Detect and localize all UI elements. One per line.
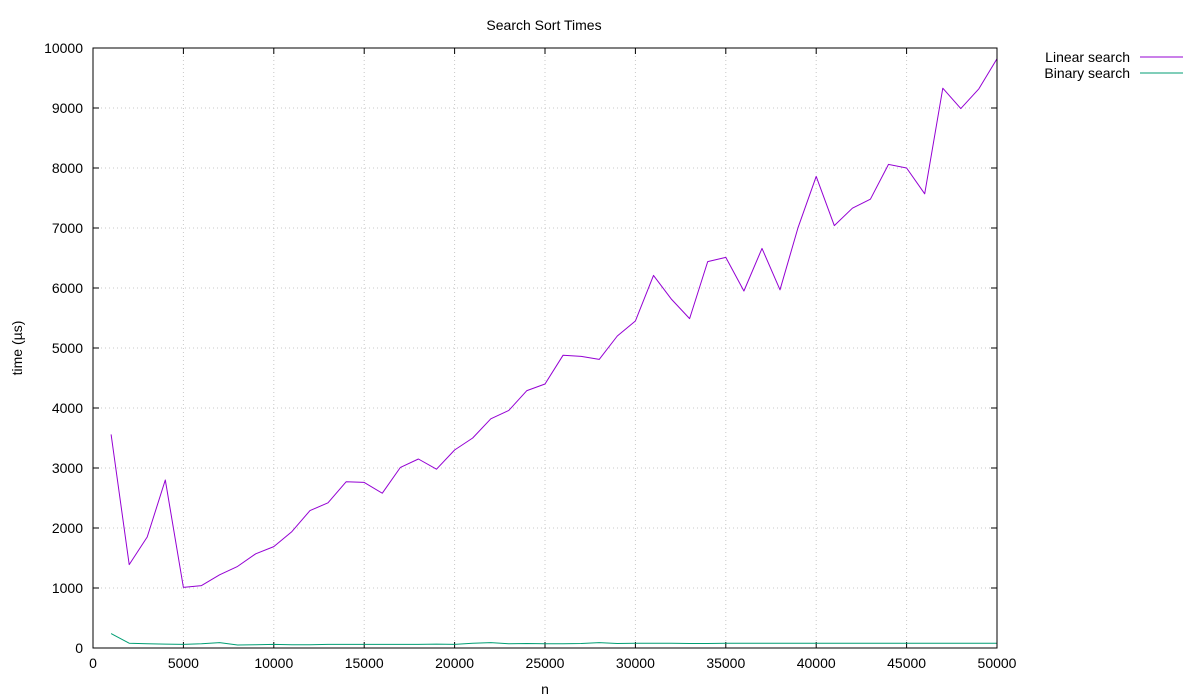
series-lines bbox=[110, 58, 998, 646]
y-tick-label: 7000 bbox=[52, 220, 83, 236]
y-tick-label: 2000 bbox=[52, 520, 83, 536]
series-line-binary-search bbox=[110, 633, 997, 646]
x-tick-label: 30000 bbox=[616, 655, 655, 671]
legend-label: Linear search bbox=[1045, 49, 1130, 65]
legend-label: Binary search bbox=[1044, 65, 1130, 81]
x-tick-label: 0 bbox=[89, 655, 97, 671]
y-tick-label: 4000 bbox=[52, 400, 83, 416]
series-line-linear-search bbox=[110, 58, 998, 588]
y-axis-label: time (µs) bbox=[9, 321, 25, 376]
y-tick-label: 9000 bbox=[52, 100, 83, 116]
x-tick-label: 25000 bbox=[526, 655, 565, 671]
y-tick-label: 8000 bbox=[52, 160, 83, 176]
x-tick-label: 15000 bbox=[345, 655, 384, 671]
x-tick-label: 40000 bbox=[797, 655, 836, 671]
chart-title: Search Sort Times bbox=[486, 17, 601, 33]
y-tick-label: 0 bbox=[75, 640, 83, 656]
plot-frame bbox=[92, 47, 998, 649]
y-tick-label: 3000 bbox=[52, 460, 83, 476]
x-tick-label: 10000 bbox=[254, 655, 293, 671]
y-tick-label: 1000 bbox=[52, 580, 83, 596]
x-tick-label: 50000 bbox=[978, 655, 1017, 671]
y-tick-label: 5000 bbox=[52, 340, 83, 356]
x-axis-label: n bbox=[541, 681, 549, 697]
x-tick-label: 35000 bbox=[706, 655, 745, 671]
grid-lines bbox=[93, 48, 997, 648]
x-tick-label: 5000 bbox=[168, 655, 199, 671]
y-tick-label: 6000 bbox=[52, 280, 83, 296]
y-tick-label: 10000 bbox=[44, 40, 83, 56]
x-tick-label: 45000 bbox=[887, 655, 926, 671]
axis-ticks: 0 5000 10000 15000 20000 25000 30000 35000 40000… bbox=[44, 40, 1017, 671]
x-tick-label: 20000 bbox=[435, 655, 474, 671]
